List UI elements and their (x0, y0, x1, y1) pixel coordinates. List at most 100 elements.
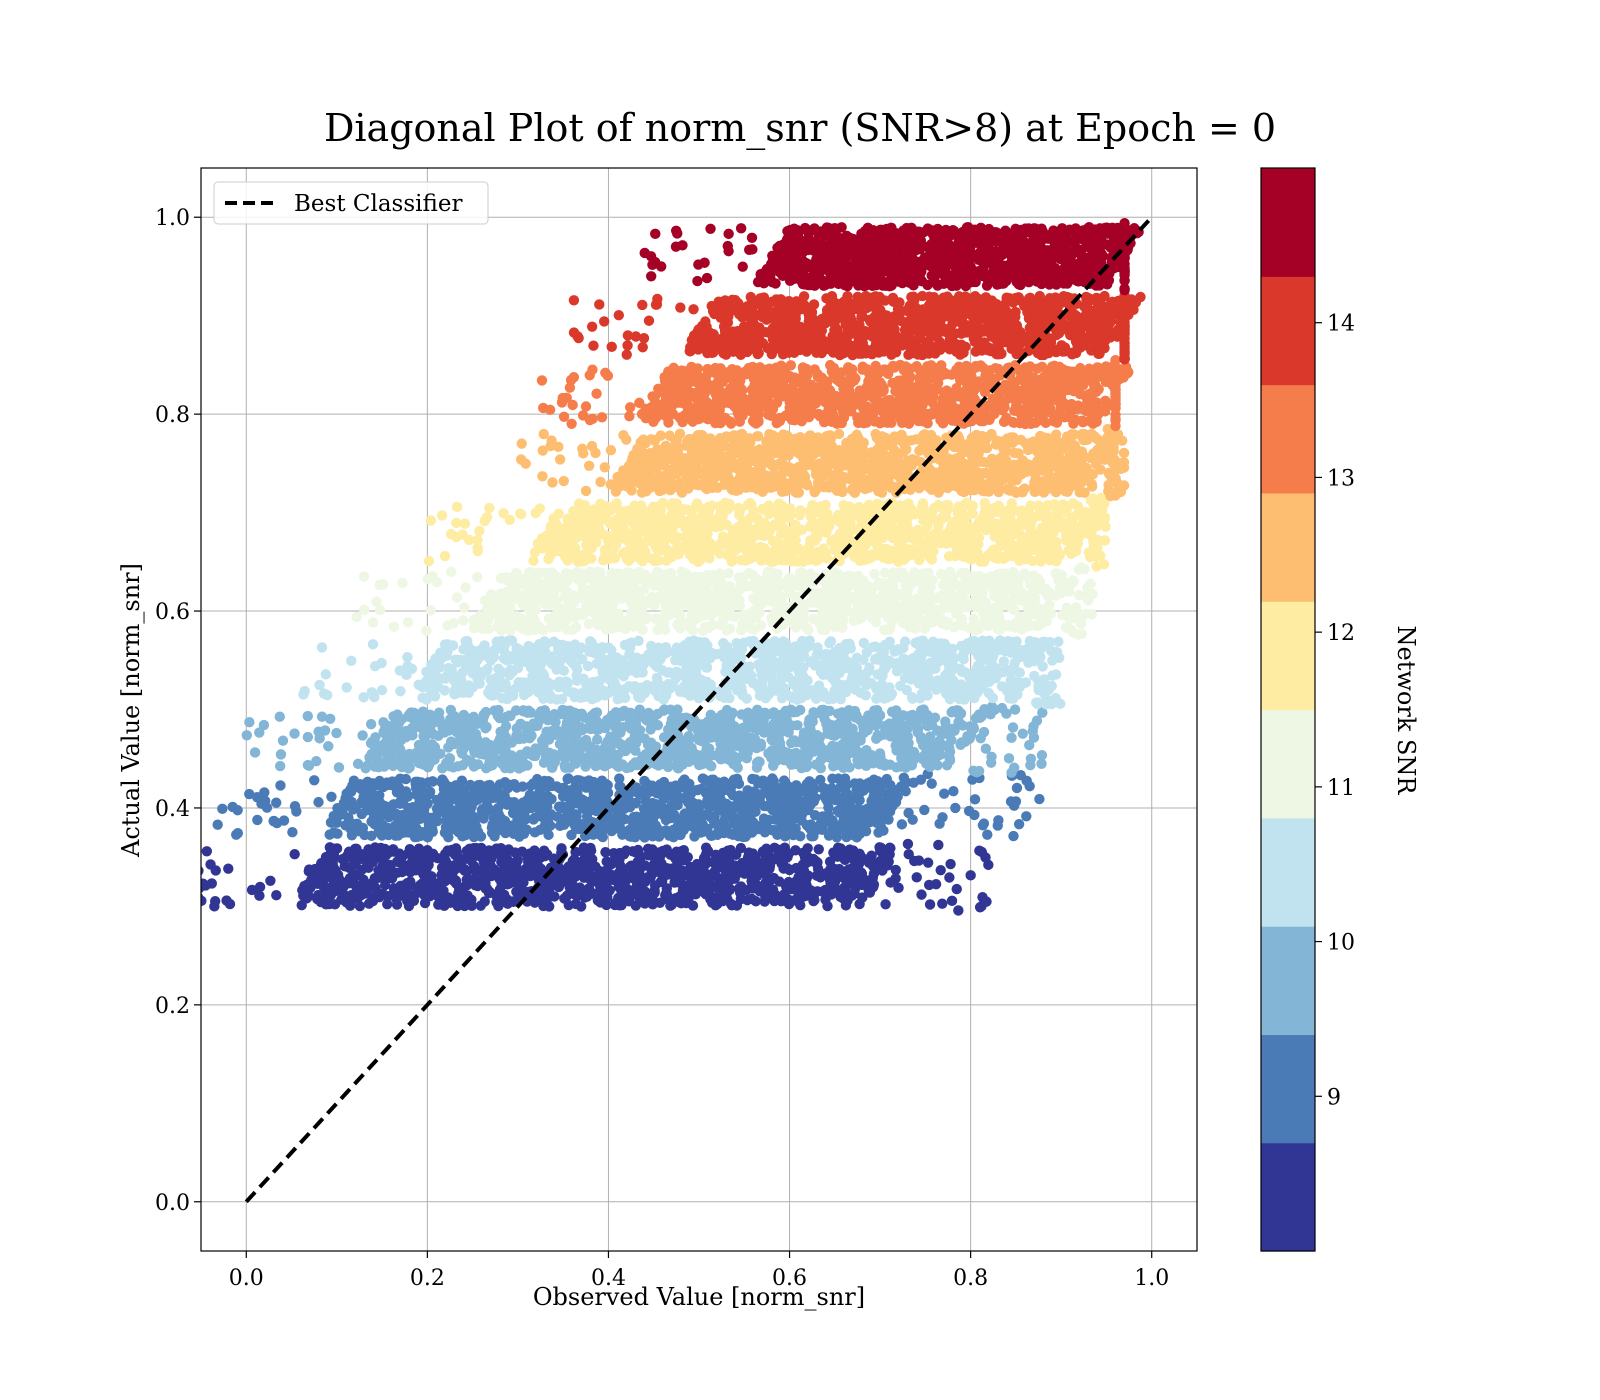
point (469, 716, 480, 728)
point (1030, 697, 1042, 708)
point (874, 787, 885, 799)
point (435, 804, 446, 815)
point (392, 715, 403, 727)
point (596, 759, 607, 770)
point (787, 644, 798, 655)
point (657, 664, 668, 676)
point (598, 885, 609, 896)
point (702, 889, 713, 900)
point (737, 831, 749, 843)
point (753, 740, 765, 752)
point (455, 723, 466, 734)
point (351, 824, 362, 835)
point (605, 869, 617, 880)
point (473, 780, 484, 791)
point (527, 652, 538, 663)
point (956, 666, 968, 678)
point (546, 793, 557, 805)
point (1005, 667, 1016, 679)
point (524, 733, 535, 744)
point (241, 730, 252, 741)
point (851, 710, 862, 721)
point (349, 856, 360, 867)
point (733, 729, 745, 740)
point (725, 898, 737, 910)
point (530, 750, 541, 762)
point (837, 893, 849, 904)
point (781, 747, 792, 758)
point (450, 875, 462, 886)
point (708, 856, 720, 868)
point (385, 860, 396, 871)
point (630, 847, 641, 858)
point (709, 728, 720, 739)
point (948, 786, 959, 797)
point (931, 684, 942, 695)
point (863, 719, 874, 730)
point (665, 704, 676, 715)
point (418, 731, 429, 742)
point (784, 782, 796, 793)
point (201, 846, 213, 857)
point (934, 818, 945, 829)
point (472, 826, 484, 838)
point (570, 756, 581, 767)
point (475, 748, 486, 760)
point (916, 889, 927, 900)
point (424, 759, 435, 770)
point (400, 773, 412, 785)
point (944, 872, 955, 883)
point (610, 668, 621, 679)
point (921, 758, 932, 769)
point (924, 899, 936, 910)
point (935, 864, 946, 876)
point (559, 729, 571, 740)
point (577, 654, 588, 665)
point (863, 710, 874, 721)
point (563, 773, 574, 784)
point (928, 645, 940, 656)
point (447, 788, 458, 799)
point (822, 718, 834, 729)
point (506, 876, 517, 887)
point (478, 813, 489, 824)
point (365, 857, 376, 869)
point (985, 757, 997, 768)
point (488, 673, 500, 685)
point (522, 707, 533, 718)
point (358, 692, 369, 703)
point (757, 818, 769, 830)
point (498, 653, 510, 664)
point (854, 795, 865, 806)
point (811, 650, 823, 661)
point (490, 742, 501, 754)
point (790, 750, 801, 762)
point (970, 680, 982, 692)
point (418, 801, 429, 812)
point (665, 900, 676, 911)
point (654, 805, 666, 816)
point (646, 786, 657, 797)
point (277, 735, 289, 746)
point (766, 667, 778, 678)
point (529, 812, 540, 824)
point (632, 683, 643, 694)
point (699, 637, 710, 648)
point (547, 725, 559, 736)
point (439, 900, 450, 912)
point (817, 709, 828, 721)
point (221, 895, 232, 906)
point (898, 772, 910, 783)
point (423, 819, 435, 830)
point (772, 657, 783, 668)
point (770, 788, 781, 799)
point (577, 723, 588, 734)
point (812, 886, 823, 897)
point (701, 660, 712, 672)
point (779, 831, 791, 842)
point (632, 734, 643, 745)
point (412, 882, 423, 894)
point (953, 905, 964, 916)
point (206, 878, 218, 889)
point (506, 750, 517, 761)
